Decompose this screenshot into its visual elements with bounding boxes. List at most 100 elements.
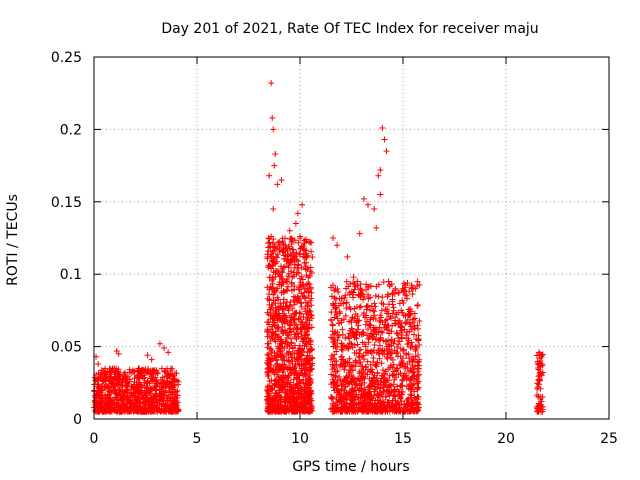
- data-point: [305, 288, 312, 295]
- data-point: [288, 241, 295, 248]
- data-point: [293, 250, 300, 257]
- data-point: [328, 393, 335, 400]
- data-point: [152, 391, 159, 398]
- data-point: [148, 356, 155, 363]
- data-point: [266, 262, 273, 269]
- data-point: [274, 371, 281, 378]
- data-point: [415, 372, 422, 379]
- data-point: [342, 312, 349, 319]
- data-point: [378, 360, 385, 367]
- data-point: [406, 321, 413, 328]
- data-point: [355, 322, 362, 329]
- data-point: [346, 403, 353, 410]
- data-point: [371, 308, 378, 315]
- data-point: [367, 402, 374, 409]
- data-point: [539, 394, 546, 401]
- data-point: [284, 283, 291, 290]
- data-point: [398, 398, 405, 405]
- data-point: [396, 289, 403, 296]
- data-point: [291, 350, 298, 357]
- data-point: [357, 398, 364, 405]
- data-point: [280, 310, 287, 317]
- data-point: [343, 285, 350, 292]
- data-point: [271, 288, 278, 295]
- data-point: [365, 335, 372, 342]
- data-point: [300, 358, 307, 365]
- data-point: [535, 381, 542, 388]
- data-point: [353, 391, 360, 398]
- data-point: [280, 296, 287, 303]
- data-point: [388, 349, 395, 356]
- y-tick-label: 0.2: [60, 122, 82, 138]
- data-point: [278, 408, 285, 415]
- data-point: [403, 292, 410, 299]
- data-point: [364, 283, 371, 290]
- data-point: [374, 404, 381, 411]
- data-point: [375, 329, 382, 336]
- data-point: [350, 274, 357, 281]
- data-point: [539, 369, 546, 376]
- data-point: [345, 343, 352, 350]
- data-point: [338, 356, 345, 363]
- data-point: [539, 406, 546, 413]
- data-point: [358, 363, 365, 370]
- data-point: [330, 378, 337, 385]
- data-point: [397, 345, 404, 352]
- data-point: [280, 372, 287, 379]
- data-point: [333, 304, 340, 311]
- data-point: [307, 403, 314, 410]
- data-point: [271, 162, 278, 169]
- data-point: [264, 344, 271, 351]
- data-point: [99, 408, 106, 415]
- data-point: [276, 384, 283, 391]
- data-point: [286, 227, 293, 234]
- data-point: [287, 259, 294, 266]
- data-point: [367, 283, 374, 290]
- data-point: [134, 397, 141, 404]
- data-point: [380, 382, 387, 389]
- data-point: [267, 316, 274, 323]
- data-point: [376, 400, 383, 407]
- data-point: [361, 375, 368, 382]
- data-point: [338, 346, 345, 353]
- data-point: [306, 392, 313, 399]
- data-point: [358, 331, 365, 338]
- data-point: [373, 224, 380, 231]
- data-point: [293, 321, 300, 328]
- data-point: [371, 341, 378, 348]
- data-point: [349, 397, 356, 404]
- data-point: [351, 404, 358, 411]
- data-point: [167, 375, 174, 382]
- data-point: [289, 358, 296, 365]
- data-point: [332, 343, 339, 350]
- data-point: [415, 335, 422, 342]
- data-point: [283, 394, 290, 401]
- data-point: [411, 322, 418, 329]
- data-point: [268, 233, 275, 240]
- data-point: [534, 405, 541, 412]
- data-point: [299, 276, 306, 283]
- data-point: [154, 370, 161, 377]
- data-point: [288, 279, 295, 286]
- data-point: [383, 338, 390, 345]
- data-point: [295, 382, 302, 389]
- data-point: [285, 270, 292, 277]
- data-point: [290, 293, 297, 300]
- data-point: [346, 318, 353, 325]
- data-point: [376, 317, 383, 324]
- data-point: [265, 329, 272, 336]
- data-point: [133, 387, 140, 394]
- data-point: [308, 312, 315, 319]
- data-point: [298, 391, 305, 398]
- data-point: [305, 375, 312, 382]
- data-point: [275, 323, 282, 330]
- data-point: [285, 351, 292, 358]
- data-point: [346, 355, 353, 362]
- data-point: [339, 347, 346, 354]
- data-point: [296, 286, 303, 293]
- data-point: [282, 314, 289, 321]
- data-point: [402, 284, 409, 291]
- data-point: [396, 338, 403, 345]
- data-point: [124, 379, 131, 386]
- data-point: [153, 380, 160, 387]
